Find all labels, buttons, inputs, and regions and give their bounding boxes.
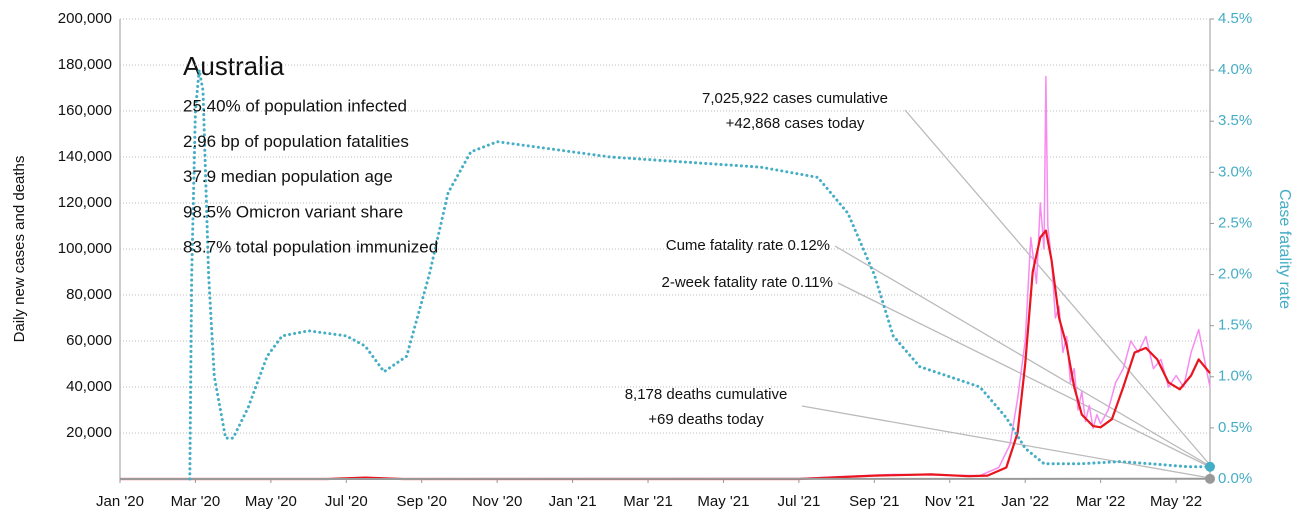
y-axis-label: Daily new cases and deaths bbox=[11, 156, 28, 343]
leader-line bbox=[801, 405, 1211, 479]
x-tick-label: Jan '22 bbox=[1001, 493, 1049, 510]
x-tick-label: Jan '20 bbox=[96, 493, 144, 510]
series-line bbox=[188, 68, 1212, 481]
y-tick-label: 180,000 bbox=[58, 56, 112, 73]
info-line: 83.7% total population immunized bbox=[183, 238, 438, 257]
y-tick-label: 140,000 bbox=[58, 148, 112, 165]
y-tick-label: 20,000 bbox=[66, 424, 112, 441]
end-marker bbox=[1205, 473, 1215, 484]
info-line: 98.5% Omicron variant share bbox=[183, 202, 403, 221]
annotation: Cume fatality rate 0.12% bbox=[666, 237, 830, 254]
info-line: 25.40% of population infected bbox=[183, 96, 407, 115]
x-tick-label: May '22 bbox=[1150, 493, 1202, 510]
x-tick-label: Mar '22 bbox=[1076, 493, 1126, 510]
y-tick-label: 40,000 bbox=[66, 378, 112, 395]
series-line bbox=[120, 229, 1211, 481]
y2-tick-label: 1.5% bbox=[1218, 317, 1252, 334]
x-tick-label: Jul '20 bbox=[325, 493, 368, 510]
x-tick-label: May '21 bbox=[697, 493, 749, 510]
info-line: 2.96 bp of population fatalities bbox=[183, 132, 409, 151]
x-tick-label: Sep '20 bbox=[397, 493, 447, 510]
y2-tick-label: 3.0% bbox=[1218, 163, 1252, 180]
y-tick-label: 80,000 bbox=[66, 286, 112, 303]
y-tick-label: 200,000 bbox=[58, 10, 112, 27]
y2-tick-label: 2.0% bbox=[1218, 266, 1252, 283]
x-tick-label: Nov '21 bbox=[925, 493, 975, 510]
y2-axis-label: Case fatality rate bbox=[1276, 189, 1293, 309]
y2-tick-label: 0.0% bbox=[1218, 470, 1252, 487]
y-tick-label: 100,000 bbox=[58, 240, 112, 257]
annotation: +69 deaths today bbox=[648, 411, 764, 428]
y2-tick-label: 0.5% bbox=[1218, 419, 1252, 436]
y-tick-label: 160,000 bbox=[58, 102, 112, 119]
x-tick-label: Jan '21 bbox=[549, 493, 597, 510]
y-tick-label: 60,000 bbox=[66, 332, 112, 349]
series-line bbox=[119, 75, 1211, 480]
x-tick-label: Jul '21 bbox=[777, 493, 820, 510]
x-tick-label: May '20 bbox=[245, 493, 297, 510]
y-tick-label: 120,000 bbox=[58, 194, 112, 211]
y2-tick-label: 1.0% bbox=[1218, 368, 1252, 385]
info-line: 37.9 median population age bbox=[183, 167, 393, 186]
x-tick-label: Mar '21 bbox=[623, 493, 673, 510]
annotation: +42,868 cases today bbox=[726, 115, 865, 132]
y2-tick-label: 3.5% bbox=[1218, 112, 1252, 129]
annotation: 7,025,922 cases cumulative bbox=[702, 90, 888, 107]
end-marker bbox=[1205, 461, 1215, 472]
leader-line bbox=[904, 109, 1211, 466]
annotation: 8,178 deaths cumulative bbox=[625, 386, 788, 403]
y2-tick-label: 2.5% bbox=[1218, 214, 1252, 231]
annotation: 2-week fatality rate 0.11% bbox=[662, 274, 833, 291]
x-tick-label: Sep '21 bbox=[849, 493, 899, 510]
y2-tick-label: 4.0% bbox=[1218, 61, 1252, 78]
y2-tick-label: 4.5% bbox=[1218, 10, 1252, 27]
x-tick-label: Mar '20 bbox=[171, 493, 221, 510]
x-tick-label: Nov '20 bbox=[472, 493, 522, 510]
